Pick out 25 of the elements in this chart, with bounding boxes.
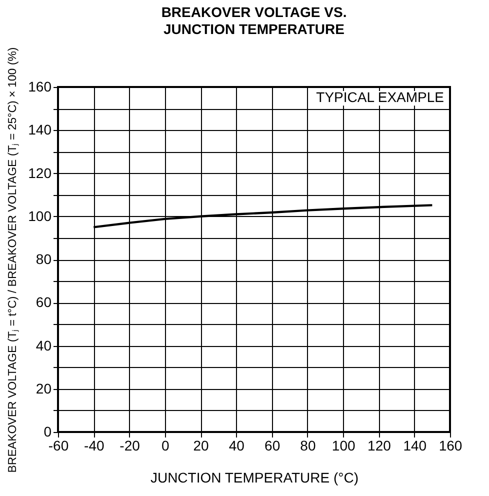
annotation: TYPICAL EXAMPLE [316, 88, 444, 105]
y-axis-title: BREAKOVER VOLTAGE (Tⱼ = t°C) / BREAKOVER VOLTAGE (Tⱼ = 25°C) × 100 (%) [7, 47, 20, 473]
x-tick-label: -20 [120, 438, 140, 454]
x-axis-title: JUNCTION TEMPERATURE (°C) [150, 470, 359, 486]
y-tick-label: 100 [28, 208, 52, 224]
y-tick-label: 80 [36, 251, 52, 267]
chart-title: BREAKOVER VOLTAGE VS. JUNCTION TEMPERATURE [161, 4, 347, 38]
x-tick-label: 0 [162, 438, 170, 454]
y-tick-label: 0 [44, 424, 52, 440]
y-tick-label: 160 [28, 78, 52, 94]
x-tick-label: 80 [300, 438, 316, 454]
x-tick-label: 120 [368, 438, 392, 454]
x-tick-label: 40 [228, 438, 245, 454]
x-tick-label: -40 [84, 438, 104, 454]
x-tick-label: 20 [193, 438, 210, 454]
x-tick-label: -60 [48, 438, 69, 454]
y-tick-label: 140 [28, 122, 52, 138]
y-tick-label: 60 [36, 294, 52, 310]
x-tick-label: 60 [264, 438, 280, 454]
x-tick-label: 100 [332, 438, 356, 454]
y-tick-label: 40 [36, 337, 52, 354]
x-tick-label: 140 [403, 438, 427, 454]
y-tick-label: 120 [28, 164, 52, 181]
y-tick-label: 20 [36, 380, 52, 396]
x-tick-label: 160 [438, 438, 462, 454]
